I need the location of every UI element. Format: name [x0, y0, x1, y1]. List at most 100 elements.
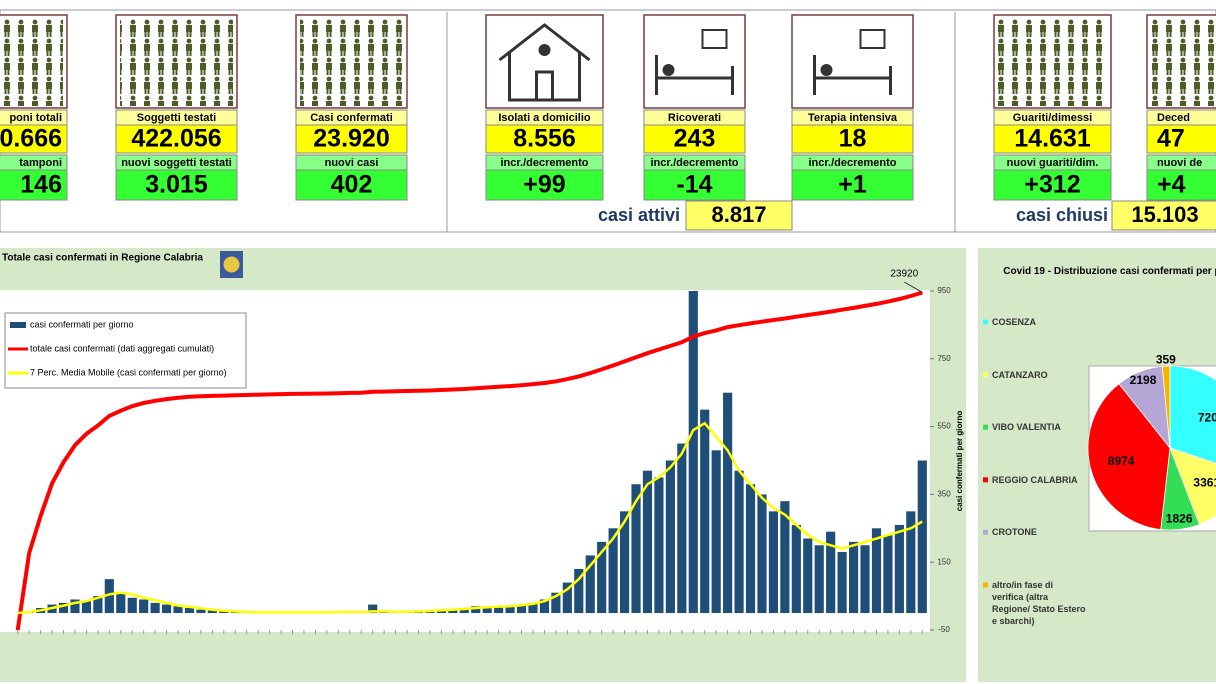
- pie-title-text: Covid 19 - Distribuzione casi confermati…: [1003, 266, 1216, 277]
- bar: [597, 541, 607, 614]
- bar: [528, 602, 538, 614]
- tile-sublabel: incr./decremento: [650, 157, 738, 169]
- summary-label: casi attivi: [598, 205, 680, 225]
- pie-slice: [1161, 365, 1171, 449]
- tile-sublabel: nuovi soggetti testati: [121, 157, 232, 169]
- bar: [471, 606, 481, 614]
- tile-subvalue: 402: [331, 171, 373, 199]
- tile-label: poni totali: [9, 112, 62, 124]
- tile-label: Guariti/dimessi: [1013, 112, 1092, 124]
- bed-monitor: [701, 29, 728, 49]
- legend-label: VIBO VALENTIA: [992, 422, 1061, 433]
- line-series: [17, 421, 923, 615]
- tile-value: 23.920: [313, 125, 389, 153]
- bar: [150, 602, 160, 614]
- legend-label: 7 Perc. Media Mobile (casi confermati pe…: [30, 367, 227, 377]
- tile-value-box: [295, 124, 408, 154]
- y-tick-label: 350: [937, 490, 951, 499]
- pie-value-label: 1826: [1166, 512, 1193, 526]
- bar: [516, 604, 527, 614]
- tile-label: Soggetti testati: [137, 112, 216, 124]
- bar: [654, 477, 664, 614]
- bar: [688, 291, 698, 614]
- summary-box: [1111, 200, 1216, 231]
- bar: [184, 607, 195, 614]
- tile-subvalue: 3.015: [145, 171, 208, 199]
- emblem-badge: [223, 256, 240, 273]
- bar: [803, 538, 813, 614]
- tile-subvalue-box: [485, 169, 604, 201]
- pie-value-label: 359: [1156, 352, 1176, 366]
- tile-label: Deced: [1157, 112, 1190, 124]
- tile-value: 18: [839, 125, 867, 153]
- y-axis-label: casi confermati per giorno: [955, 411, 964, 512]
- tile-image: [643, 14, 746, 109]
- bar: [894, 524, 904, 614]
- bar: [58, 602, 69, 614]
- bar: [883, 535, 893, 614]
- tile-subvalue-box: [1146, 169, 1216, 201]
- legend-swatch: [983, 319, 988, 325]
- tile-value-box: [791, 124, 914, 154]
- tile-subvalue-box: [993, 169, 1112, 201]
- tile-label: Casi confermati: [310, 112, 393, 124]
- bar: [173, 606, 183, 614]
- bar: [448, 608, 458, 614]
- bar: [81, 601, 92, 614]
- bar: [768, 511, 779, 614]
- legend-label: REGGIO CALABRIA: [992, 474, 1078, 485]
- tile-label: Ricoverati: [668, 112, 721, 124]
- bar: [711, 450, 721, 614]
- legend-label: COSENZA: [992, 317, 1037, 327]
- tile-sublabel: incr./decremento: [808, 157, 896, 169]
- legend-entry: altro/in fase di verifica (altra Regione…: [992, 580, 1086, 626]
- tile-subvalue-box: [791, 169, 914, 201]
- bar: [780, 501, 790, 614]
- legend-swatch: [983, 372, 988, 378]
- tile-subvalue: +4: [1157, 171, 1186, 199]
- tile-value: 422.056: [131, 125, 221, 153]
- legend-label: CATANZARO: [992, 369, 1048, 380]
- tile-value: 14.631: [1014, 125, 1091, 153]
- pie-slice: [1087, 383, 1171, 530]
- bar: [826, 531, 836, 614]
- legend-box: [4, 312, 247, 389]
- pie-title: Covid 19 - Distribuzione casi confermati…: [1003, 266, 1216, 277]
- bar: [757, 494, 767, 614]
- bar: [196, 609, 206, 614]
- tile-sublabel: incr./decremento: [500, 157, 588, 169]
- bar: [791, 524, 801, 614]
- tile-value: 243: [674, 125, 716, 153]
- bar: [93, 596, 103, 614]
- people-icon: [300, 18, 403, 106]
- y-tick-label: 550: [937, 422, 951, 431]
- people-icon: [998, 18, 1107, 106]
- bar: [871, 528, 882, 614]
- house-window: [538, 44, 551, 56]
- bar: [585, 555, 595, 614]
- bed-person: [820, 64, 833, 76]
- bar: [368, 604, 378, 614]
- legend-entry: CATANZARO: [992, 369, 1048, 380]
- bar: [161, 604, 172, 614]
- tile-subvalue-box: [643, 169, 746, 201]
- line-series: [15, 290, 923, 631]
- y-tick-label: 750: [937, 354, 951, 363]
- tile-value-box: [485, 124, 604, 154]
- bar: [814, 545, 824, 614]
- bar: [104, 579, 114, 614]
- bar: [70, 599, 80, 614]
- pie-slice: [1169, 365, 1216, 464]
- tile-value: 8.556: [513, 125, 576, 153]
- tile-value-box: [0, 124, 68, 154]
- tile-label: Isolati a domicilio: [498, 112, 591, 124]
- bar: [837, 552, 847, 614]
- bar: [219, 611, 229, 614]
- tile-subvalue: +312: [1024, 171, 1080, 199]
- summary-box: [685, 200, 793, 231]
- bar: [642, 470, 653, 614]
- tile-value: 47: [1157, 125, 1185, 153]
- tile-sublabel: nuovi guariti/dim.: [1007, 157, 1099, 169]
